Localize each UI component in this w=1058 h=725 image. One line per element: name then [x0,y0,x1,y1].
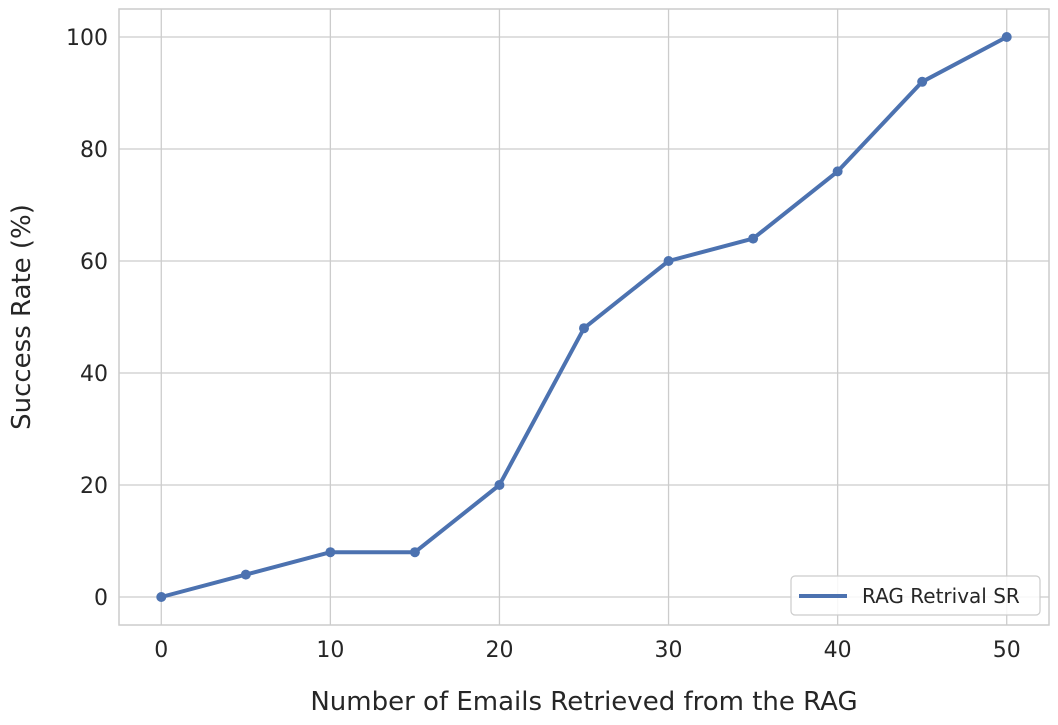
x-axis-label: Number of Emails Retrieved from the RAG [310,687,857,717]
x-tick-label: 20 [485,638,513,663]
y-axis-label: Success Rate (%) [7,204,37,430]
y-tick-label: 60 [80,250,108,275]
data-point [579,323,589,334]
data-point [663,256,674,266]
data-point [748,233,759,244]
series-layer [156,32,1012,602]
y-tick-label: 40 [80,362,108,387]
data-point [240,569,251,580]
data-point [832,166,843,177]
x-tick-label: 0 [154,638,168,663]
grid [119,9,1049,625]
data-point [325,547,336,558]
tick-labels: 0 10 20 30 40 50 0 20 40 60 80 100 [66,26,1021,663]
y-tick-label: 20 [80,474,108,499]
y-tick-label: 80 [80,138,108,163]
legend: RAG Retrival SR [790,575,1041,616]
y-tick-label: 0 [94,586,108,611]
y-tick-label: 100 [66,26,108,51]
data-point [1001,32,1012,42]
data-point [917,76,928,87]
series-line [159,35,1009,599]
legend-box [790,575,1041,616]
data-point [409,547,420,558]
data-point [494,480,505,490]
x-tick-label: 10 [316,638,344,663]
x-tick-label: 50 [993,638,1021,663]
plot-area-frame [118,8,1050,626]
x-tick-label: 30 [655,638,683,663]
legend-entry-label: RAG Retrival SR [862,584,1020,608]
data-point [156,592,167,602]
x-tick-label: 40 [824,638,852,663]
